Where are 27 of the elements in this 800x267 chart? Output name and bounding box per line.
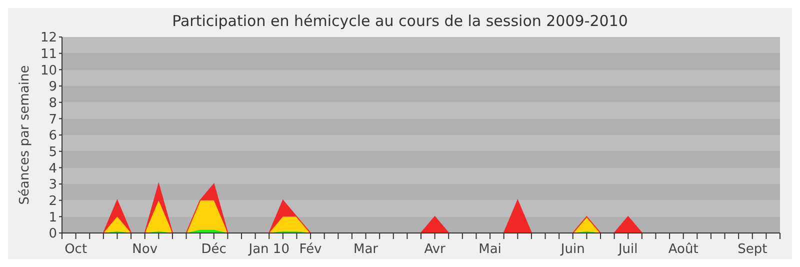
y-tick-label: 9 xyxy=(48,80,57,95)
y-axis-title: Séances par semaine xyxy=(18,65,33,205)
y-tick-label: 7 xyxy=(48,112,57,128)
x-tick-label: Juin xyxy=(560,242,585,257)
x-tick-label: Sept xyxy=(738,242,768,257)
y-tick-label: 3 xyxy=(48,178,57,193)
y-tick-label: 11 xyxy=(40,46,57,62)
x-tick-label: Juil xyxy=(617,242,638,257)
y-tick-label: 0 xyxy=(48,226,57,242)
x-tick-label: Août xyxy=(668,242,698,257)
x-tick-label: Avr xyxy=(424,242,446,257)
chart-title: Participation en hémicycle au cours de la session 2009-2010 xyxy=(172,12,628,30)
x-tick-label: Mar xyxy=(354,242,379,257)
x-tick-label: Fév xyxy=(299,242,322,257)
x-tick-label: Jan 10 xyxy=(248,242,290,257)
x-tick-label: Oct xyxy=(64,242,88,257)
y-tick-label: 1 xyxy=(48,210,57,226)
y-tick-label: 8 xyxy=(48,96,57,111)
y-tick-label: 12 xyxy=(40,30,57,46)
x-tick-label: Nov xyxy=(132,242,158,257)
y-tick-label: 5 xyxy=(48,144,57,160)
y-tick-label: 4 xyxy=(48,161,57,176)
y-tick-label: 10 xyxy=(40,63,57,78)
y-tick-label: 2 xyxy=(48,194,57,209)
y-tick-label: 6 xyxy=(48,128,57,144)
x-tick-label: Déc xyxy=(201,242,226,257)
x-tick-label: Mai xyxy=(478,242,502,257)
